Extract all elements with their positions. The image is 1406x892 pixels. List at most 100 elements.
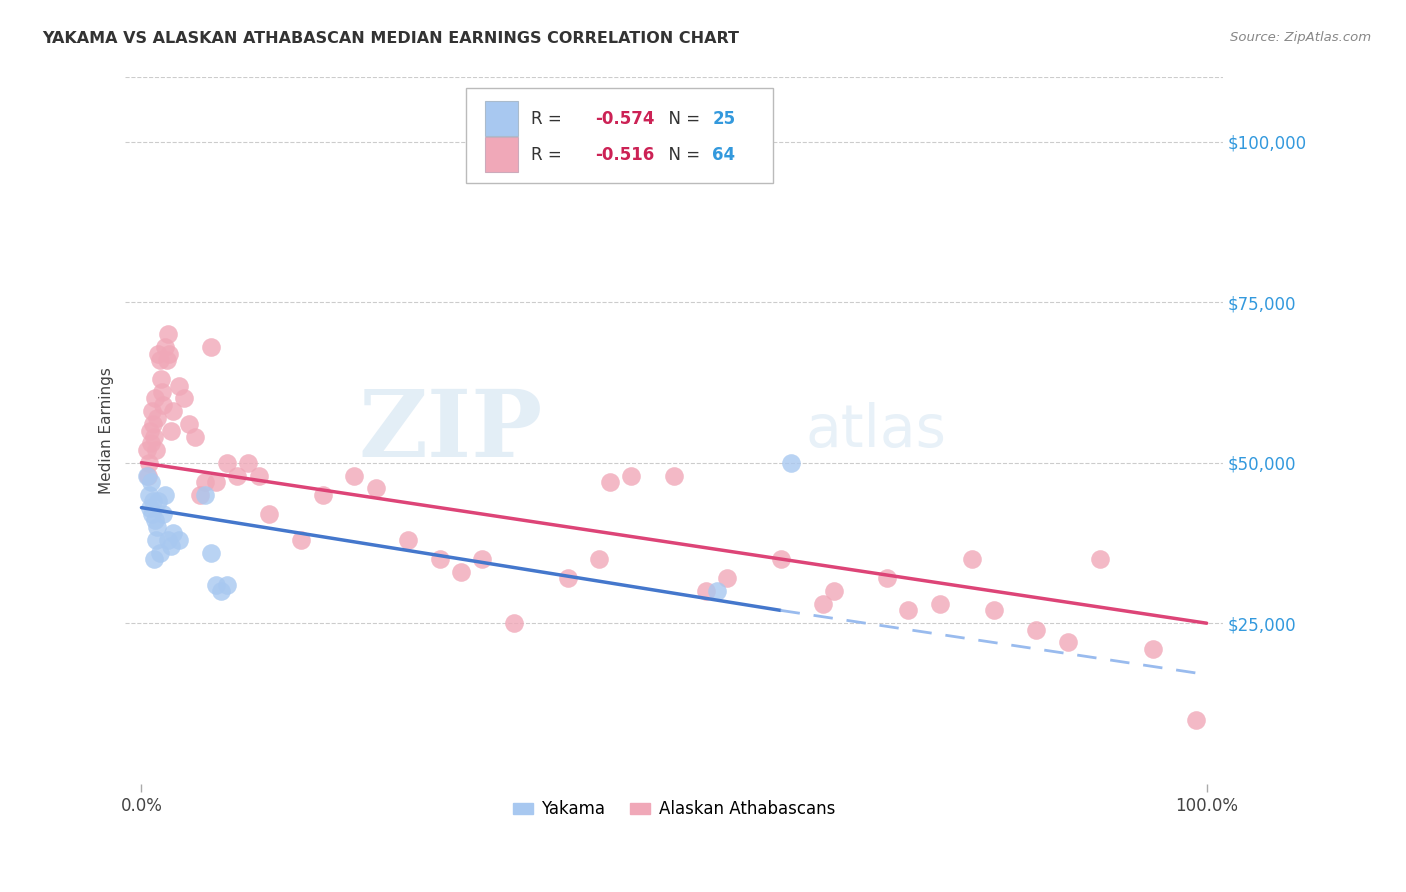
Text: -0.516: -0.516 [595,145,654,164]
Alaskan Athabascans [136,468,159,483]
Yakama [167,533,190,547]
Yakama [205,577,228,591]
Alaskan Athabascans [929,597,952,611]
Alaskan Athabascans [162,404,184,418]
Alaskan Athabascans [200,340,222,354]
Yakama [153,488,176,502]
Alaskan Athabascans [179,417,201,432]
Alaskan Athabascans [215,456,238,470]
Alaskan Athabascans [823,584,845,599]
Alaskan Athabascans [157,327,180,342]
Alaskan Athabascans [396,533,419,547]
Alaskan Athabascans [226,468,249,483]
Yakama [135,468,157,483]
Alaskan Athabascans [876,571,898,585]
Yakama [780,456,803,470]
Yakama [148,494,170,508]
Alaskan Athabascans [343,468,366,483]
FancyBboxPatch shape [485,137,519,172]
Alaskan Athabascans [135,442,157,457]
Alaskan Athabascans [716,571,738,585]
Alaskan Athabascans [146,410,169,425]
Alaskan Athabascans [160,424,183,438]
Alaskan Athabascans [141,404,163,418]
Yakama [160,539,183,553]
Alaskan Athabascans [503,616,526,631]
Alaskan Athabascans [811,597,834,611]
Yakama [142,494,165,508]
Alaskan Athabascans [150,385,173,400]
Alaskan Athabascans [152,398,174,412]
Yakama [215,577,238,591]
Yakama [706,584,728,599]
Alaskan Athabascans [148,353,170,368]
Alaskan Athabascans [429,552,451,566]
Text: YAKAMA VS ALASKAN ATHABASCAN MEDIAN EARNINGS CORRELATION CHART: YAKAMA VS ALASKAN ATHABASCAN MEDIAN EARN… [42,31,740,46]
Yakama [148,545,170,559]
FancyBboxPatch shape [485,101,519,136]
Alaskan Athabascans [157,346,180,360]
Yakama [141,507,163,521]
Yakama [138,488,160,502]
Legend: Yakama, Alaskan Athabascans: Yakama, Alaskan Athabascans [506,794,842,825]
Alaskan Athabascans [695,584,717,599]
Alaskan Athabascans [148,346,170,360]
Alaskan Athabascans [139,424,162,438]
Yakama [162,526,184,541]
Text: 64: 64 [713,145,735,164]
Alaskan Athabascans [167,378,190,392]
Alaskan Athabascans [259,507,281,521]
Alaskan Athabascans [183,430,205,444]
Text: -0.574: -0.574 [595,110,655,128]
Text: N =: N = [658,110,704,128]
Alaskan Athabascans [1057,635,1080,649]
Alaskan Athabascans [471,552,494,566]
Alaskan Athabascans [588,552,610,566]
Yakama [200,545,222,559]
Alaskan Athabascans [1088,552,1111,566]
Text: atlas: atlas [806,402,946,459]
Alaskan Athabascans [149,372,172,386]
Yakama [209,584,232,599]
Alaskan Athabascans [139,436,162,450]
Alaskan Athabascans [311,488,333,502]
FancyBboxPatch shape [465,88,773,184]
Alaskan Athabascans [143,430,166,444]
Alaskan Athabascans [620,468,643,483]
Text: ZIP: ZIP [359,385,543,475]
Yakama [146,520,169,534]
Alaskan Athabascans [156,353,179,368]
Yakama [157,533,180,547]
Alaskan Athabascans [290,533,312,547]
Text: R =: R = [531,110,568,128]
Yakama [143,513,166,527]
Alaskan Athabascans [145,442,167,457]
Alaskan Athabascans [142,417,165,432]
Alaskan Athabascans [194,475,217,489]
Alaskan Athabascans [1025,623,1047,637]
Alaskan Athabascans [1185,713,1208,727]
Alaskan Athabascans [897,603,920,617]
Text: R =: R = [531,145,568,164]
Text: 25: 25 [713,110,735,128]
Alaskan Athabascans [983,603,1005,617]
Yakama [145,533,167,547]
Alaskan Athabascans [557,571,579,585]
Alaskan Athabascans [153,340,176,354]
Alaskan Athabascans [188,488,211,502]
Alaskan Athabascans [450,565,472,579]
Yakama [139,500,162,515]
Alaskan Athabascans [599,475,621,489]
Yakama [152,507,174,521]
Y-axis label: Median Earnings: Median Earnings [100,368,114,494]
Alaskan Athabascans [1142,641,1164,656]
Alaskan Athabascans [364,482,387,496]
Alaskan Athabascans [662,468,685,483]
Text: Source: ZipAtlas.com: Source: ZipAtlas.com [1230,31,1371,45]
Text: N =: N = [658,145,704,164]
Alaskan Athabascans [962,552,984,566]
Alaskan Athabascans [205,475,228,489]
Alaskan Athabascans [138,456,160,470]
Alaskan Athabascans [236,456,259,470]
Alaskan Athabascans [143,392,166,406]
